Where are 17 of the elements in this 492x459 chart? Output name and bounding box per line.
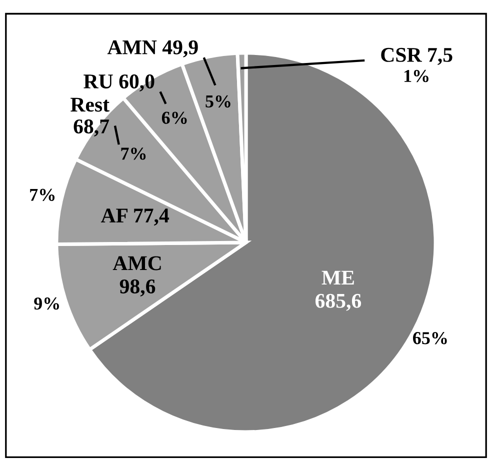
slice-label: AMN 49,9	[107, 40, 198, 58]
text: 7%	[30, 188, 54, 202]
data-label: 98,6	[120, 279, 156, 296]
slice-label: ME	[322, 270, 354, 284]
text: 7%	[121, 148, 146, 160]
text: 1%	[404, 70, 428, 82]
text: 65%	[413, 332, 447, 344]
slice-label: Rest	[70, 98, 110, 112]
slice-label: AF 77,4	[100, 208, 170, 226]
data-label: 685,6	[316, 294, 362, 311]
slice-label: CSR 7,5	[381, 48, 452, 65]
text: 5%	[206, 95, 230, 108]
text: 9%	[34, 297, 59, 310]
data-label: 68,7	[74, 119, 110, 136]
text: 6%	[162, 112, 187, 124]
slice-label: RU 60,0	[84, 74, 154, 92]
slice-label: AMC	[112, 256, 161, 270]
